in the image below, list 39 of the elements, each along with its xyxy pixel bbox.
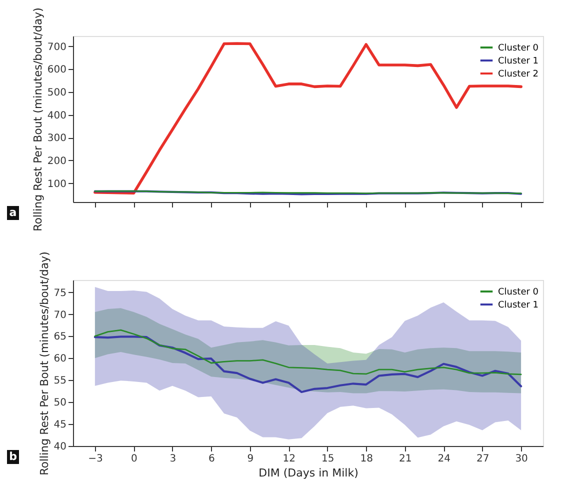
- line-series: [94, 329, 522, 376]
- y-axis-title: Rolling Rest Per Bout (minutes/bout/day): [38, 252, 51, 476]
- y-tick-label: 700: [47, 42, 66, 53]
- x-tick-label: 9: [247, 454, 254, 464]
- x-tick-label: 30: [515, 454, 528, 464]
- line-series: [94, 336, 522, 394]
- legend-label: Cluster 0: [498, 288, 539, 298]
- x-tick-label: 21: [398, 454, 412, 464]
- x-tick-label: 0: [131, 454, 138, 464]
- y-tick-label: 400: [47, 110, 66, 122]
- y-tick-label: 600: [47, 64, 66, 76]
- y-tick-label: 45: [54, 420, 66, 431]
- y-tick-label: 75: [54, 288, 66, 299]
- x-tick-label: 3: [170, 454, 176, 464]
- y-tick-label: 500: [47, 87, 66, 98]
- x-tick-label: 6: [208, 454, 215, 464]
- x-tick-label: 12: [282, 454, 296, 464]
- text: b: [9, 450, 18, 463]
- legend-label: Cluster 2: [498, 70, 539, 80]
- x-tick-label: 15: [322, 454, 334, 464]
- x-tick-label: 18: [360, 454, 373, 464]
- x-axis-title: DIM (Days in Milk): [258, 466, 358, 480]
- y-tick-label: 65: [54, 332, 66, 343]
- y-tick-label: 200: [47, 156, 66, 167]
- x-tick-label: −3: [88, 454, 103, 464]
- y-tick-label: 55: [54, 376, 66, 387]
- y-axis-title: Rolling Rest Per Bout (minutes/bout/day): [31, 8, 44, 232]
- legend-label: Cluster 1: [498, 300, 539, 310]
- legend-label: Cluster 0: [498, 44, 539, 54]
- y-tick-label: 300: [47, 133, 66, 144]
- y-tick-label: 50: [54, 398, 66, 409]
- y-tick-label: 70: [54, 310, 66, 321]
- y-tick-label: 40: [54, 442, 66, 452]
- x-tick-label: 24: [438, 454, 450, 464]
- y-tick-label: 60: [54, 354, 66, 365]
- legend-label: Cluster 1: [498, 56, 539, 66]
- y-tick-label: 100: [47, 178, 66, 190]
- text: a: [9, 206, 17, 219]
- x-tick-label: 27: [476, 454, 490, 464]
